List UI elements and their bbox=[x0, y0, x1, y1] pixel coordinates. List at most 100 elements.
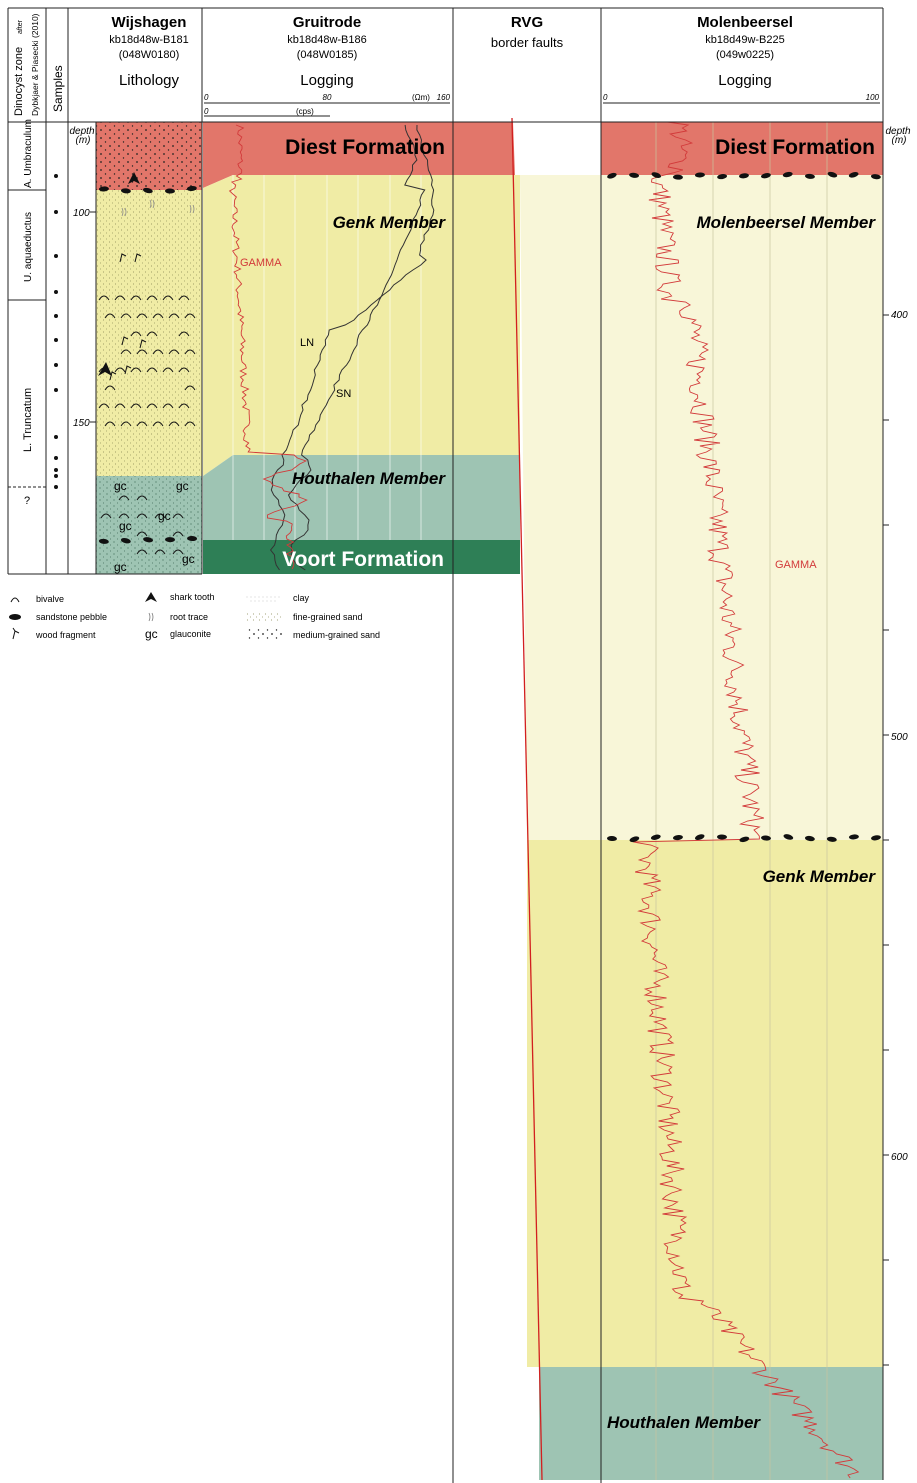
gruitrode-scale2-unit: (cps) bbox=[296, 107, 314, 116]
sandstone-pebble bbox=[186, 185, 197, 192]
depth-right-tick-600: 600 bbox=[891, 1152, 908, 1163]
sandstone-pebble bbox=[739, 173, 749, 179]
bivalve bbox=[130, 295, 142, 301]
bivalve bbox=[130, 331, 142, 337]
band-houthalen-right bbox=[539, 1367, 883, 1480]
molenbeersel-scale-zero: 0 bbox=[603, 93, 608, 102]
lithology-symbols bbox=[98, 172, 196, 555]
sample-dot bbox=[54, 468, 58, 472]
bivalve bbox=[136, 549, 148, 555]
sandstone-pebble bbox=[694, 172, 705, 178]
depth-left-tick-150: 150 bbox=[73, 418, 90, 429]
gamma-right-curve bbox=[633, 121, 860, 1479]
sample-dot bbox=[54, 174, 58, 178]
band-diest-left bbox=[203, 122, 453, 188]
sandstone-pebble bbox=[672, 835, 683, 841]
sample-dot bbox=[54, 254, 58, 258]
depth-ticks bbox=[90, 211, 889, 1366]
wijshagen-caption: Lithology bbox=[119, 72, 180, 89]
bivalve bbox=[114, 367, 126, 373]
gc-label: gc bbox=[114, 479, 127, 493]
depth-left-tick-100: 100 bbox=[73, 208, 90, 219]
root-trace-icon bbox=[148, 612, 154, 622]
depth-right-unit: (m) bbox=[892, 135, 907, 146]
bivalve bbox=[152, 349, 164, 355]
sample-dot bbox=[54, 210, 58, 214]
legend-label-sandstone-pebble: sandstone pebble bbox=[36, 612, 107, 622]
bivalve bbox=[114, 295, 126, 301]
sandstone-pebble-icon bbox=[9, 614, 21, 620]
bivalve bbox=[178, 367, 190, 373]
dinocyst-zone-title: Dinocyst zone bbox=[13, 47, 25, 116]
border-fault-line bbox=[511, 117, 543, 1481]
legend-label-wood-fragment: wood fragment bbox=[35, 630, 96, 640]
bivalve bbox=[120, 349, 132, 355]
sandstone-pebble bbox=[848, 834, 859, 840]
legend-label-shark-tooth: shark tooth bbox=[170, 592, 215, 602]
lithology-column bbox=[96, 122, 202, 574]
dinocyst-zone-after: after bbox=[17, 19, 24, 34]
diest-formation-left-label: Diest Formation bbox=[285, 136, 445, 159]
sandstone-pebble bbox=[717, 834, 728, 840]
sandstone-pebble bbox=[739, 836, 750, 843]
sandstone-pebble bbox=[717, 174, 728, 180]
pebble-unconformities bbox=[98, 171, 881, 843]
zone-uncertain: ? bbox=[24, 495, 30, 507]
gruitrode-scale-mid: 80 bbox=[323, 93, 332, 102]
root-trace bbox=[121, 207, 127, 217]
bivalve bbox=[136, 495, 148, 501]
bivalve bbox=[172, 513, 184, 519]
wood-fragment bbox=[121, 336, 129, 346]
depth-scale-left: depth (m) 100 150 bbox=[69, 126, 94, 429]
bivalve bbox=[130, 367, 142, 373]
gc-label: gc bbox=[182, 552, 195, 566]
wood-fragment bbox=[109, 371, 117, 381]
voort-formation-label: Voort Formation bbox=[282, 548, 444, 571]
bivalve bbox=[154, 513, 166, 519]
zone-l-truncatum: L. Truncatum bbox=[22, 388, 34, 452]
bivalve bbox=[152, 313, 164, 319]
zone-a-umbraculum: A. Umbraculum bbox=[23, 119, 34, 188]
gruitrode-scale-zero: 0 bbox=[204, 93, 209, 102]
legend-label-root-trace: root trace bbox=[170, 612, 208, 622]
bivalve bbox=[104, 385, 116, 391]
gc-label: gc bbox=[176, 479, 189, 493]
wood-fragment bbox=[139, 339, 147, 349]
gruitrode-name: Gruitrode bbox=[293, 14, 361, 31]
sandstone-pebble bbox=[165, 537, 176, 543]
sandstone-pebble bbox=[187, 536, 198, 542]
bivalve bbox=[98, 295, 110, 301]
gruitrode-code: kb18d48w-B186 bbox=[287, 34, 367, 46]
sandstone-pebble bbox=[120, 188, 131, 194]
sample-dot bbox=[54, 290, 58, 294]
gamma-right-label: GAMMA bbox=[775, 559, 817, 571]
bivalve bbox=[120, 313, 132, 319]
unit-labels: Diest Formation Genk Member Houthalen Me… bbox=[282, 136, 876, 1432]
sandstone-pebble bbox=[142, 187, 153, 194]
sandstone-pebble bbox=[826, 836, 837, 842]
gruitrode-scale2-zero: 0 bbox=[204, 107, 209, 116]
band-genk-right bbox=[527, 840, 883, 1367]
gc-label: gc bbox=[114, 560, 127, 574]
bivalve bbox=[168, 313, 180, 319]
depth-scale-right: depth (m) 400 500 600 bbox=[885, 126, 910, 1163]
sample-dot bbox=[54, 338, 58, 342]
shark-tooth bbox=[128, 172, 140, 184]
legend-label-fine-sand: fine-grained sand bbox=[293, 612, 363, 622]
bivalve bbox=[146, 331, 158, 337]
bivalve bbox=[162, 367, 174, 373]
bivalve bbox=[98, 403, 110, 409]
bivalve bbox=[162, 403, 174, 409]
molenbeersel-member-label: Molenbeersel Member bbox=[696, 213, 876, 232]
bivalve bbox=[136, 421, 148, 427]
fine-sand-pattern-icon bbox=[246, 612, 282, 622]
bivalve bbox=[146, 295, 158, 301]
legend-label-glauconite: glauconite bbox=[170, 629, 211, 639]
depth-right-label: depth bbox=[885, 126, 910, 137]
band-houthalen-left bbox=[203, 455, 520, 540]
sample-dot bbox=[54, 363, 58, 367]
samples-header: Samples bbox=[51, 65, 65, 112]
sandstone-pebble bbox=[871, 835, 881, 841]
sandstone-pebble bbox=[98, 186, 109, 192]
